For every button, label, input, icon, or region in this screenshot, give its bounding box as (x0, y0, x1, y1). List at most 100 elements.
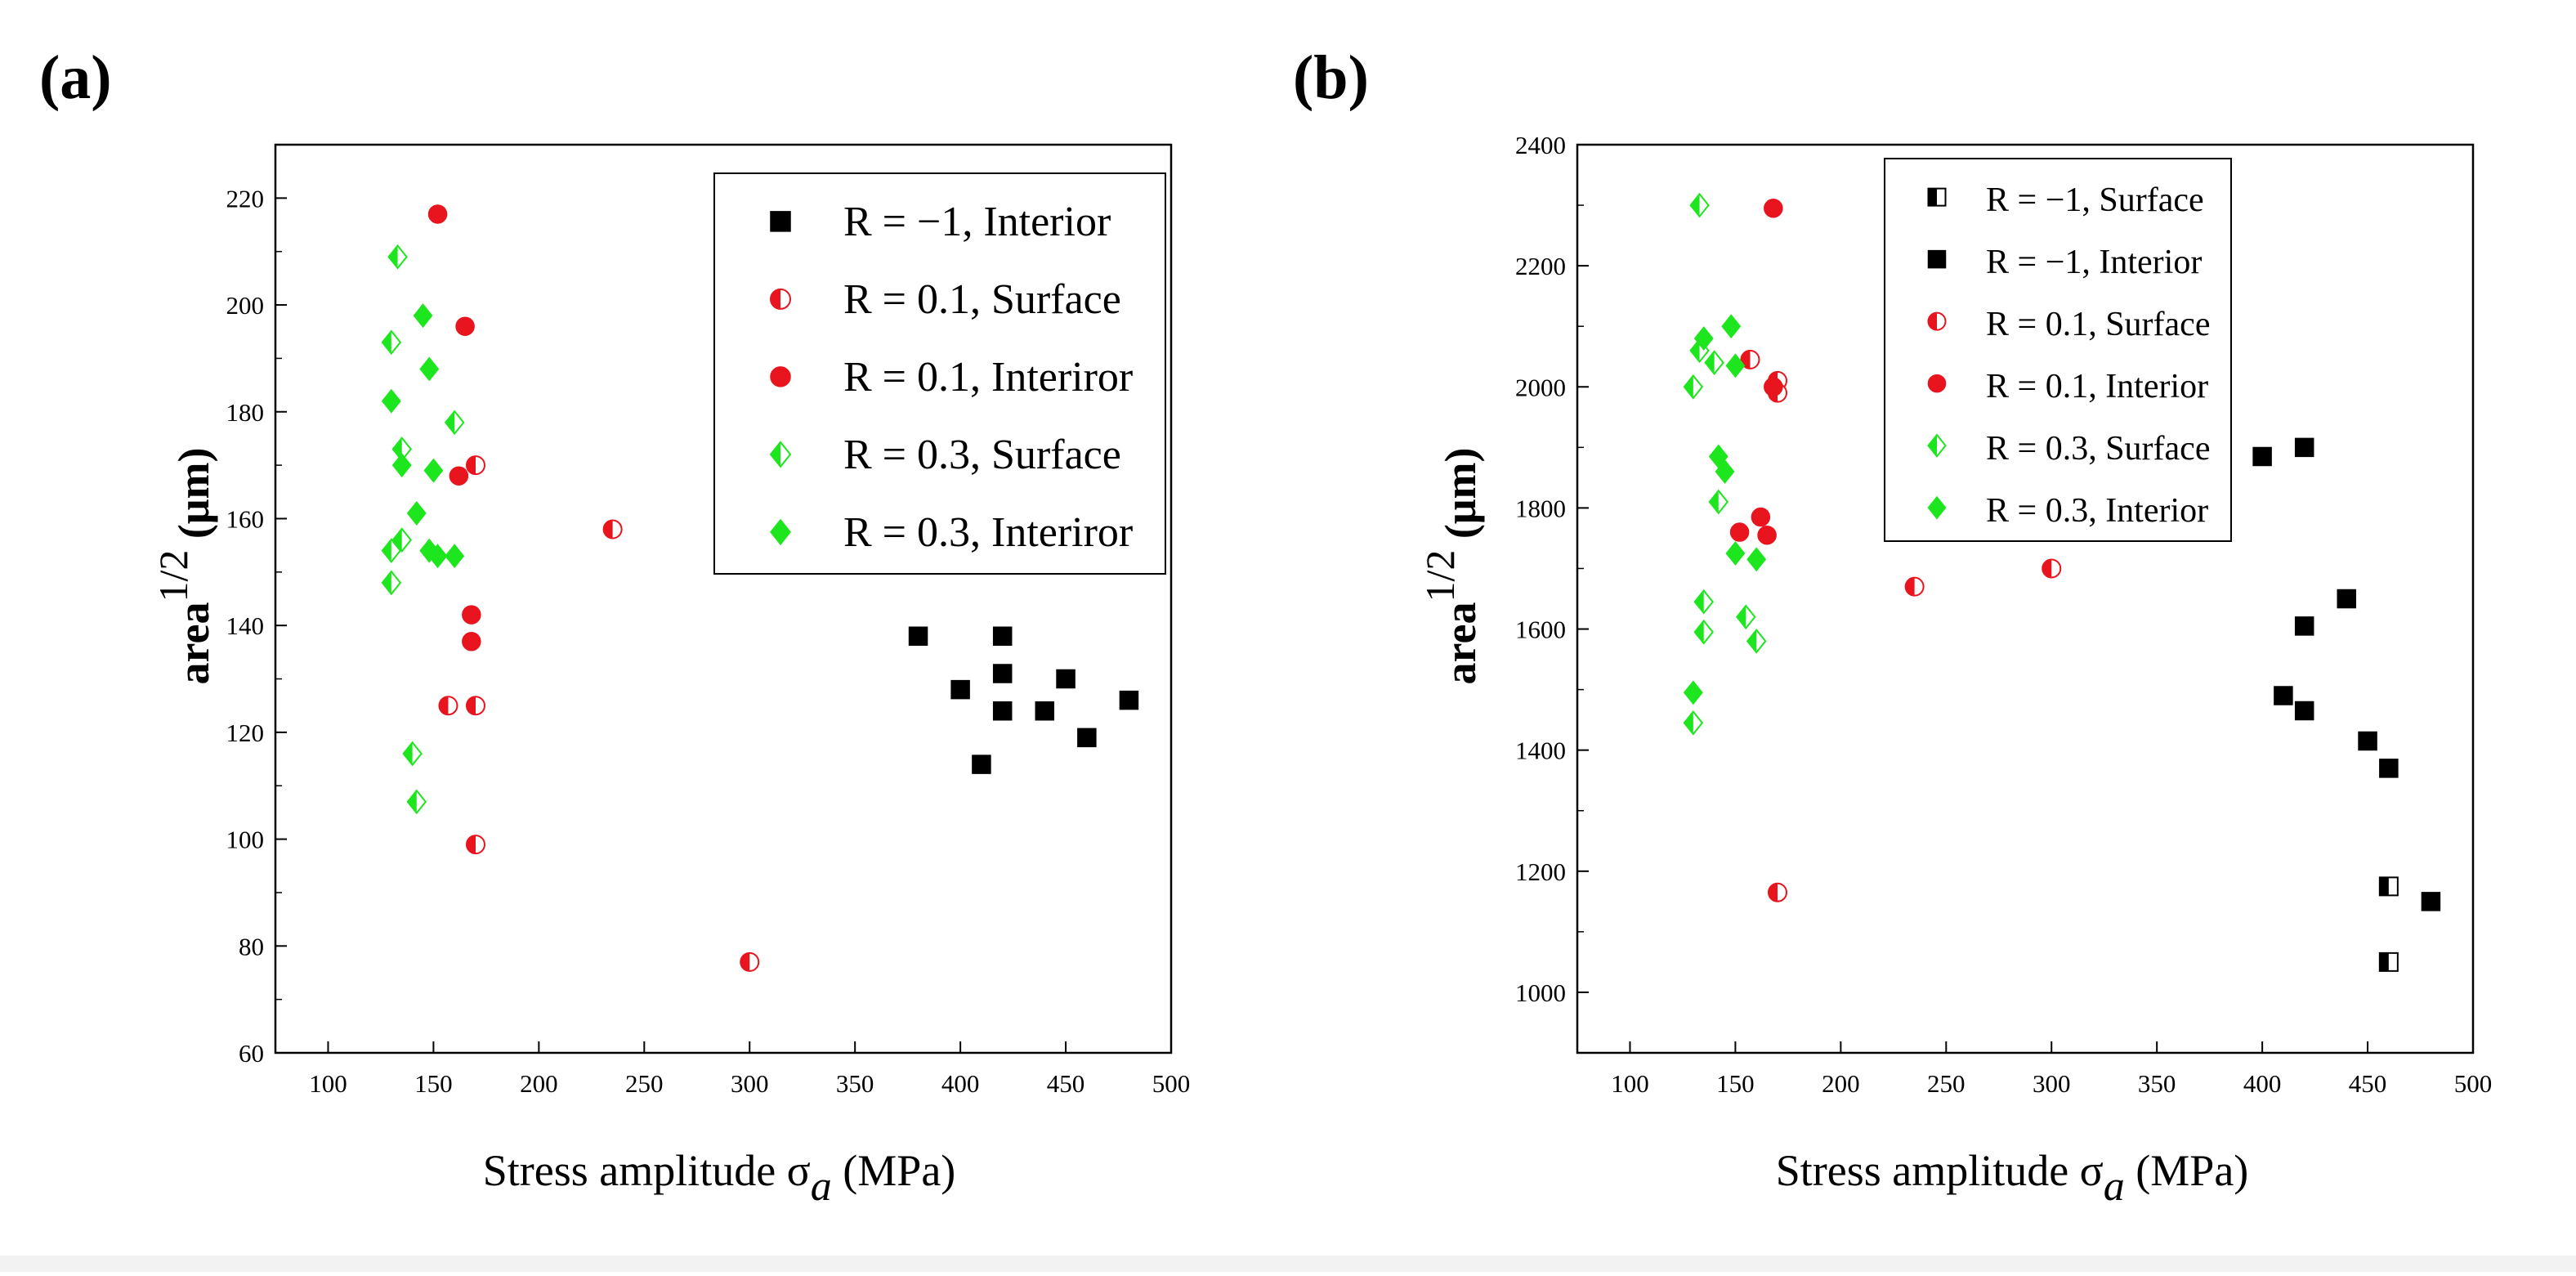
x-tick-label: 150 (1716, 1069, 1755, 1098)
data-point (444, 410, 465, 436)
x-tick-label: 350 (836, 1069, 874, 1098)
series-3 (381, 244, 465, 815)
data-point (438, 696, 458, 716)
y-tick-label: 1800 (1515, 494, 1566, 522)
data-point (427, 544, 448, 569)
data-point (449, 466, 469, 486)
legend-marker (1927, 374, 1947, 393)
y-tick-label: 60 (239, 1039, 264, 1068)
chart-panel-a: 100 150 200 250 300 350 400 450 500 60 80 100 120 140… (150, 143, 1190, 1210)
legend-marker (1927, 249, 1947, 269)
legend-entry-label: R = −1, Interior (1986, 244, 2202, 281)
data-point (740, 951, 760, 972)
x-tick-label: 500 (2454, 1069, 2493, 1098)
legend-entry-label: R = −1, Surface (1986, 181, 2204, 219)
legend-marker (770, 211, 791, 232)
series-0 (908, 626, 1139, 774)
y-tick-label: 100 (226, 826, 265, 854)
y-tick-label: 200 (226, 291, 265, 320)
data-point (419, 356, 440, 382)
y-tick-label: 180 (226, 398, 265, 427)
data-point (462, 632, 481, 651)
data-point (1693, 326, 1714, 351)
data-point (2042, 558, 2062, 579)
data-point (381, 388, 401, 414)
data-point (2294, 701, 2314, 721)
data-point (1056, 669, 1076, 689)
data-point (1746, 628, 1767, 654)
legend-marker (769, 441, 792, 468)
data-point (1035, 701, 1055, 721)
legend-marker (770, 366, 791, 387)
data-point (992, 701, 1013, 721)
y-tick-label: 220 (226, 184, 265, 213)
data-point (445, 544, 465, 569)
data-point (2378, 876, 2399, 897)
data-point (381, 538, 402, 564)
legend-marker (1927, 495, 1947, 520)
chart-panel-b: 100 150 200 250 300 350 400 450 500 1000 1200 1400 1… (1417, 131, 2492, 1210)
legend-marker (770, 518, 791, 546)
x-tick-label: 400 (2243, 1069, 2282, 1098)
data-point (391, 527, 413, 553)
x-tick-label: 350 (2138, 1069, 2176, 1098)
data-point (1764, 377, 1783, 397)
data-point (1757, 525, 1777, 545)
data-point (1683, 680, 1703, 705)
data-point (1704, 350, 1724, 375)
data-point (1683, 374, 1704, 400)
data-point (602, 519, 623, 540)
y-axis-title: area1/2 (μm) (1417, 448, 1485, 685)
series-1 (438, 455, 760, 972)
data-point (413, 303, 433, 329)
x-tick-label: 300 (2033, 1069, 2071, 1098)
series-0 (2378, 876, 2399, 972)
y-tick-label: 1000 (1515, 978, 1566, 1007)
data-point (2294, 437, 2314, 458)
data-point (1767, 882, 1787, 902)
data-point (2358, 731, 2377, 751)
legend-marker (770, 288, 791, 310)
data-point (1751, 507, 1771, 527)
data-point (381, 329, 402, 356)
legend-marker (1927, 311, 1947, 331)
data-point (1725, 353, 1746, 378)
data-point (402, 741, 423, 767)
data-point (908, 626, 928, 646)
data-point (992, 626, 1013, 646)
x-tick-label: 200 (1822, 1069, 1860, 1098)
data-point (950, 679, 970, 700)
legend-box (1884, 158, 2232, 542)
x-tick-label: 100 (309, 1069, 347, 1098)
data-point (387, 244, 408, 270)
data-point (2379, 759, 2399, 778)
panel-label-a: (a) (39, 43, 112, 112)
data-point (462, 605, 481, 625)
legend: R = −1, Interior R = 0.1, Surface R = 0.1,… (713, 172, 1166, 575)
data-point (465, 696, 485, 716)
plot-frame (274, 143, 1173, 1054)
y-tick-label: 1200 (1515, 857, 1566, 886)
x-tick-label: 250 (625, 1069, 664, 1098)
series-3 (1729, 199, 1783, 545)
plot-frame (1576, 143, 2475, 1054)
y-tick-label: 120 (226, 719, 265, 747)
data-point (2274, 686, 2293, 705)
data-point (972, 754, 991, 774)
legend-entry-label: R = 0.3, Surface (843, 432, 1121, 478)
series-4 (381, 303, 465, 569)
legend-entry-label: R = 0.3, Interior (1986, 492, 2208, 530)
y-tick-label: 1600 (1515, 616, 1566, 644)
x-tick-label: 250 (1927, 1069, 1966, 1098)
x-axis-title: Stress amplitude σa (MPa) (1776, 1146, 2249, 1210)
data-point (1693, 589, 1715, 615)
legend-entry-label: R = 0.1, Surface (1986, 306, 2210, 343)
data-point (1729, 522, 1750, 542)
legend-entry-label: R = 0.3, Surface (1986, 430, 2210, 468)
series-5 (1683, 314, 1767, 705)
data-point (1683, 710, 1704, 736)
data-point (381, 570, 402, 596)
data-point (1746, 547, 1767, 572)
data-point (1715, 459, 1735, 484)
